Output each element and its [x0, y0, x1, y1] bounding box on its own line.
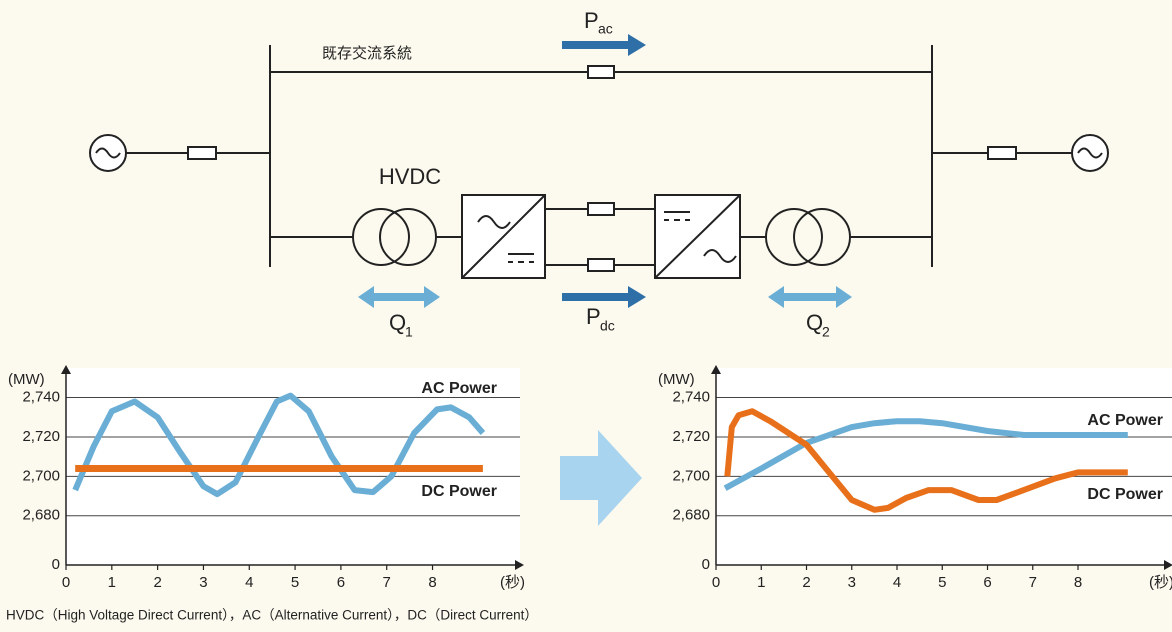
series-line: [723, 418, 1128, 491]
x-tick-label: 7: [1029, 574, 1037, 591]
series-line: [724, 408, 1128, 513]
transformer: [765, 208, 823, 266]
x-axis-label: (秒): [1149, 574, 1172, 591]
power-arrow: [562, 286, 646, 308]
transformer: [352, 208, 410, 266]
x-tick-label: 8: [1074, 574, 1082, 591]
arrow-label: Q: [806, 310, 823, 335]
x-tick-label: 1: [757, 574, 765, 591]
y-axis-label: (MW): [658, 371, 695, 388]
breaker: [987, 146, 1017, 160]
x-tick-label: 6: [337, 574, 345, 591]
arrow-label: P: [584, 8, 599, 33]
x-tick-label: 3: [199, 574, 207, 591]
reactive-arrow: [768, 286, 852, 308]
x-tick-label: 3: [848, 574, 856, 591]
y-tick-label: 2,720: [672, 428, 710, 445]
x-tick-label: 2: [153, 574, 161, 591]
x-tick-label: 1: [108, 574, 116, 591]
ac-label: 既存交流系統: [322, 44, 412, 62]
ac-symbol: [703, 249, 737, 263]
breaker: [187, 146, 217, 160]
sine-symbol: [95, 147, 121, 159]
y-tick-label: 2,700: [22, 467, 60, 484]
x-axis-label: (秒): [500, 574, 525, 591]
y-tick-label: 0: [702, 556, 710, 573]
legend-label: AC Power: [1087, 412, 1163, 429]
x-tick-label: 0: [62, 574, 70, 591]
y-tick-label: 0: [52, 556, 60, 573]
x-tick-label: 7: [383, 574, 391, 591]
transition-arrow: [560, 430, 642, 526]
x-tick-label: 5: [938, 574, 946, 591]
legend-label: AC Power: [421, 380, 497, 397]
dc-symbol: [508, 253, 534, 263]
legend-label: DC Power: [421, 483, 497, 500]
x-axis-arrow: [515, 560, 524, 570]
x-tick-label: 0: [712, 574, 720, 591]
arrow-label-sub: ac: [598, 21, 613, 37]
dc-symbol: [664, 211, 690, 221]
arrow-label-sub: 2: [822, 324, 830, 340]
y-tick-label: 2,680: [672, 507, 710, 524]
wire: [654, 194, 741, 279]
series-line: [72, 392, 486, 498]
ac-symbol: [477, 215, 511, 229]
breaker: [587, 65, 615, 79]
reactive-arrow: [358, 286, 440, 308]
single-line-diagram: 既存交流系統 HVDC P ac P dc: [89, 8, 1109, 340]
x-tick-label: 5: [291, 574, 299, 591]
x-tick-label: 8: [428, 574, 436, 591]
y-tick-label: 2,740: [22, 389, 60, 406]
x-tick-label: 4: [893, 574, 901, 591]
y-axis-label: (MW): [8, 371, 45, 388]
x-tick-label: 2: [802, 574, 810, 591]
y-tick-label: 2,680: [22, 507, 60, 524]
hvdc-label: HVDC: [379, 164, 441, 189]
arrow-label-sub: dc: [600, 318, 615, 334]
x-tick-label: 6: [983, 574, 991, 591]
y-tick-label: 2,700: [672, 467, 710, 484]
arrow-label: P: [586, 304, 601, 329]
power-arrow: [562, 34, 646, 56]
sine-symbol: [1077, 147, 1103, 159]
wire: [461, 194, 546, 279]
y-tick-label: 2,740: [672, 389, 710, 406]
footnote: HVDC（High Voltage Direct Current），AC（Alt…: [6, 608, 538, 623]
y-tick-label: 2,720: [22, 428, 60, 445]
legend-label: DC Power: [1087, 486, 1163, 503]
x-tick-label: 4: [245, 574, 253, 591]
x-axis-arrow: [1164, 560, 1172, 570]
y-axis-arrow: [61, 365, 71, 374]
y-axis-arrow: [711, 365, 721, 374]
arrow-label: Q: [389, 310, 406, 335]
breaker: [587, 202, 615, 216]
breaker: [587, 258, 615, 272]
arrow-label-sub: 1: [405, 324, 413, 340]
plot-area: [716, 368, 1172, 565]
